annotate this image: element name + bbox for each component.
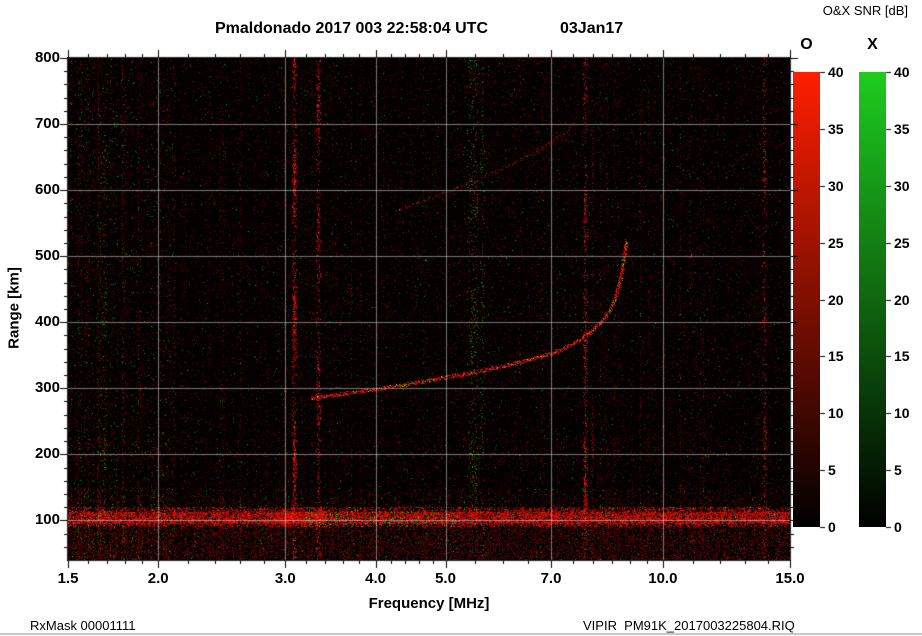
colorbar-tick-label: 40 xyxy=(828,64,844,80)
y-tick-label: 500 xyxy=(34,247,60,265)
o-mode-label: O xyxy=(800,36,813,53)
x-tick-label: 4.0 xyxy=(365,570,386,587)
y-tick-label: 100 xyxy=(34,511,60,529)
y-tick-label: 600 xyxy=(34,181,60,199)
x-mode-colorbar xyxy=(859,72,886,527)
colorbar-tick-label: 35 xyxy=(894,120,910,137)
x-axis-title: Frequency [MHz] xyxy=(368,595,490,612)
y-tick-label: 300 xyxy=(34,379,60,397)
colorbar-tick-label: 40 xyxy=(894,64,910,80)
x-tick-label: 5.0 xyxy=(435,570,456,587)
colorbar-tick-label: 25 xyxy=(828,234,844,251)
ionogram-canvas xyxy=(68,58,790,560)
o-mode-colorbar xyxy=(793,72,820,527)
x-tick-label: 10.0 xyxy=(648,570,678,587)
colorbar-tick-label: 25 xyxy=(894,234,910,251)
colorbar-tick-label: 15 xyxy=(828,348,844,365)
x-tick-label: 1.5 xyxy=(57,570,79,587)
x-tick-label: 3.0 xyxy=(274,570,296,587)
colorbar-tick-label: 30 xyxy=(894,177,910,194)
y-tick-label: 400 xyxy=(34,313,60,331)
x-tick-label: 2.0 xyxy=(147,570,169,587)
colorbar-tick-label: 0 xyxy=(894,519,902,535)
colorbar-tick-label: 20 xyxy=(894,291,910,308)
colorbar-tick-label: 35 xyxy=(828,120,844,137)
y-tick-label: 200 xyxy=(34,445,60,463)
x-tick-label: 15.0 xyxy=(775,570,805,587)
date-label: 03Jan17 xyxy=(560,20,624,37)
colorbar-tick-label: 30 xyxy=(828,177,844,194)
x-mode-label: X xyxy=(867,36,878,53)
colorbar-tick-label: 10 xyxy=(894,405,910,422)
x-tick-label: 7.0 xyxy=(540,570,562,587)
colorbar-tick-label: 20 xyxy=(828,291,844,308)
colorbar-tick-label: 5 xyxy=(828,462,836,479)
colorbar-tick-label: 10 xyxy=(828,405,844,422)
page-title: Pmaldonado 2017 003 22:58:04 UTC xyxy=(215,20,489,37)
colorbar-title: O&X SNR [dB] xyxy=(822,3,908,18)
y-tick-label: 800 xyxy=(34,49,60,66)
y-tick-label: 700 xyxy=(34,115,60,133)
rxmask-label: RxMask 00001111 xyxy=(30,618,136,633)
bottom-divider xyxy=(0,633,922,635)
colorbar-tick-label: 5 xyxy=(894,462,902,479)
y-axis-title: Range [km] xyxy=(5,267,23,349)
colorbar-tick-label: 15 xyxy=(894,348,910,365)
colorbar-tick-label: 0 xyxy=(828,519,836,535)
filename-label: VIPIR PM91K_2017003225804.RIQ xyxy=(583,618,795,633)
